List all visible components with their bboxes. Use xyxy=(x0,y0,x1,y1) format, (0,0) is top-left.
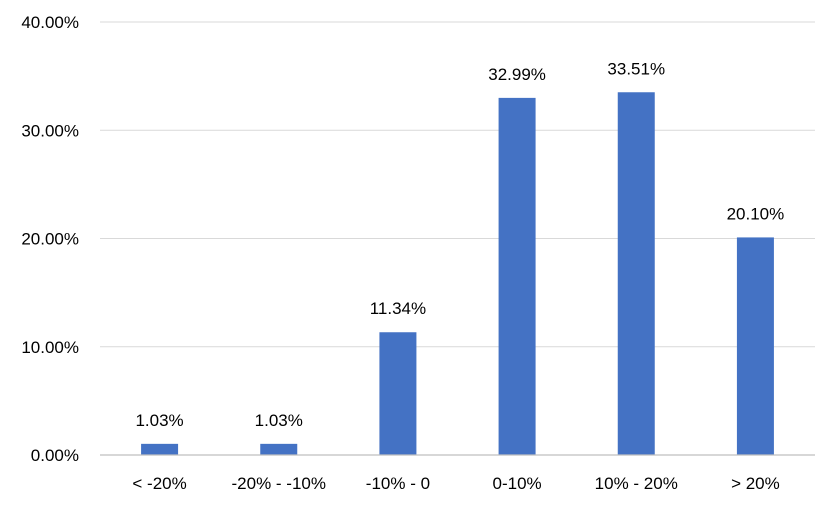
bar xyxy=(379,332,417,455)
data-label: 20.10% xyxy=(727,204,785,223)
y-tick-label: 20.00% xyxy=(21,230,79,249)
x-axis-ticks: < -20% -20% - -10% -10% - 0 0-10% 10% - 20% >… xyxy=(132,474,779,493)
data-label: 1.03% xyxy=(135,411,183,430)
data-labels: 1.03% 1.03% 11.34% 32.99% 33.51% 20.10% xyxy=(135,59,784,430)
x-tick-label: 0-10% xyxy=(493,474,542,493)
bar xyxy=(736,237,774,455)
gridlines xyxy=(100,21,815,348)
x-tick-label: 10% - 20% xyxy=(595,474,678,493)
bar xyxy=(498,97,536,456)
data-label: 11.34% xyxy=(370,299,426,318)
bars xyxy=(141,92,774,456)
y-tick-label: 10.00% xyxy=(21,338,79,357)
y-tick-label: 0.00% xyxy=(31,446,79,465)
x-tick-label: -10% - 0 xyxy=(366,474,430,493)
y-axis-ticks: 0.00% 10.00% 20.00% 30.00% 40.00% xyxy=(21,13,79,465)
bar xyxy=(260,443,298,455)
data-label: 33.51% xyxy=(607,59,665,78)
x-tick-label: > 20% xyxy=(731,474,780,493)
bar xyxy=(141,443,179,455)
y-tick-label: 30.00% xyxy=(21,121,79,140)
bar xyxy=(617,92,655,456)
y-tick-label: 40.00% xyxy=(21,13,79,32)
data-label: 32.99% xyxy=(488,65,546,84)
data-label: 1.03% xyxy=(255,411,303,430)
x-tick-label: -20% - -10% xyxy=(232,474,326,493)
x-tick-label: < -20% xyxy=(132,474,186,493)
